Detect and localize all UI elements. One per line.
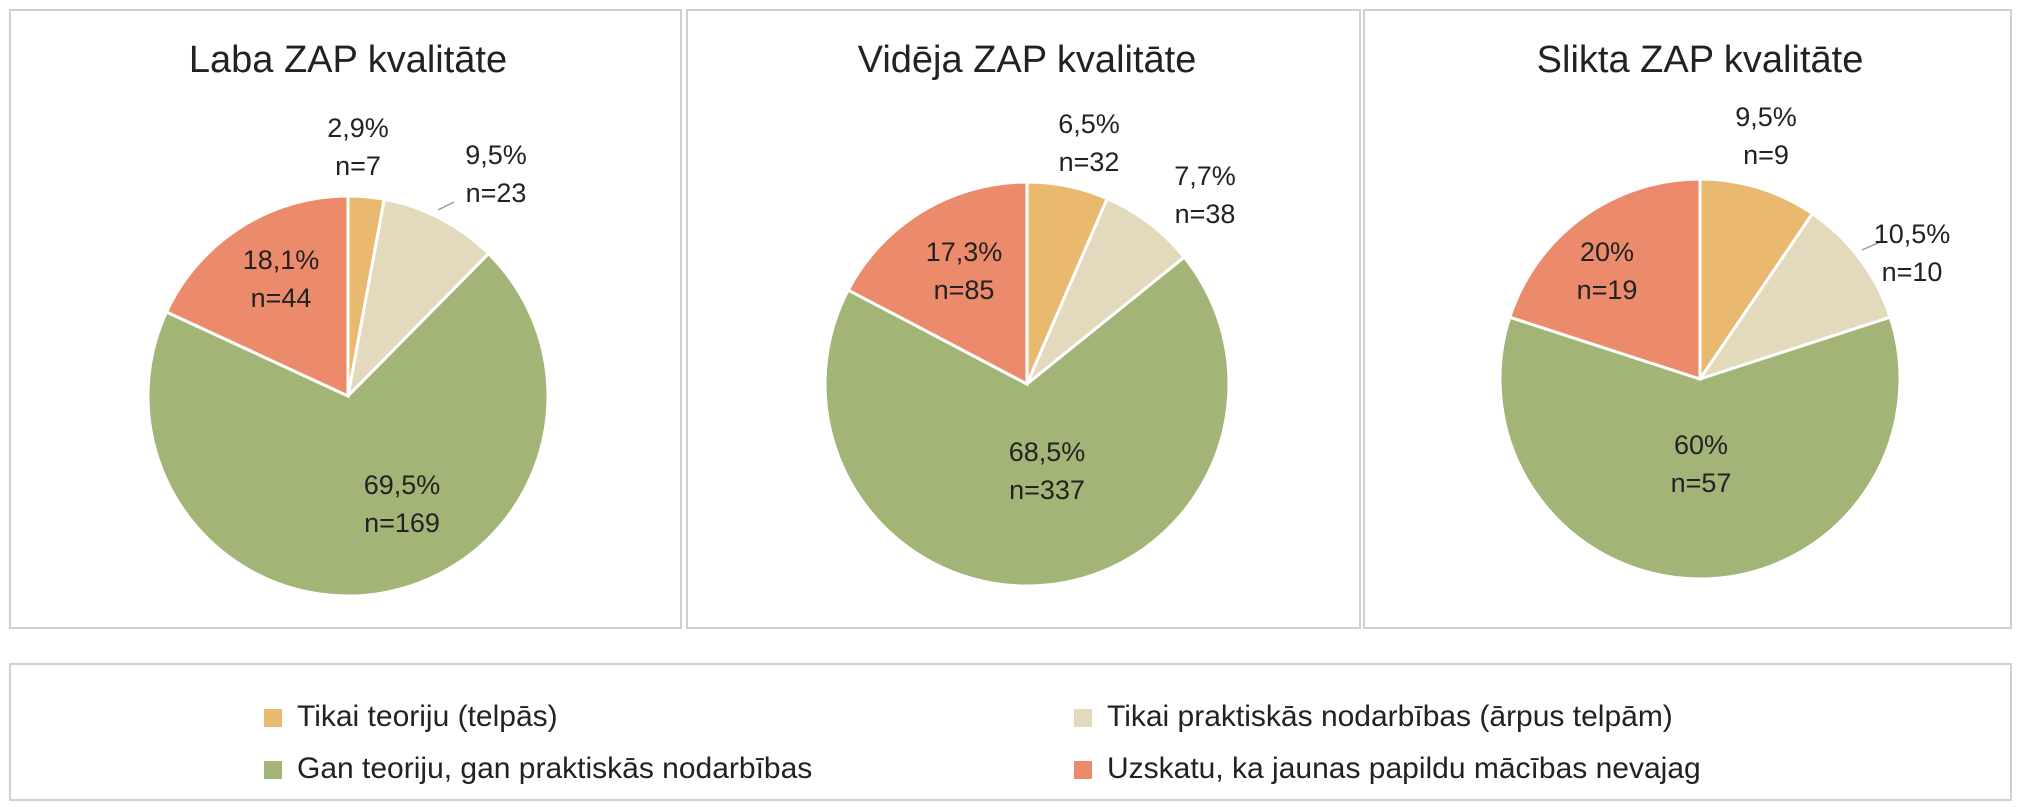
data-label: 6,5% [1058, 109, 1120, 139]
count-label: n=7 [335, 151, 381, 181]
pie-slice [1025, 196, 1187, 386]
data-label: 2,9% [327, 113, 389, 143]
data-label: 10,5% [1874, 219, 1951, 249]
count-label: n=85 [934, 275, 995, 305]
legend-label: Uzskatu, ka jaunas papildu mācības nevaj… [1107, 752, 1701, 785]
count-label: n=38 [1175, 199, 1236, 229]
legend-box [9, 663, 2012, 801]
count-label: n=10 [1882, 257, 1943, 287]
chart-title: Laba ZAP kvalitāte [189, 39, 507, 81]
data-label: 9,5% [465, 140, 527, 170]
data-label: 20% [1580, 237, 1634, 267]
legend-label: Tikai praktiskās nodarbības (ārpus telpā… [1107, 700, 1673, 733]
panel [1363, 9, 2012, 629]
pie-slice [1696, 211, 1893, 382]
pie-slice [1698, 177, 1815, 384]
count-label: n=337 [1009, 475, 1085, 505]
count-label: n=19 [1577, 275, 1638, 305]
panel [686, 9, 1361, 629]
count-label: n=23 [466, 178, 527, 208]
pie-slice [823, 255, 1231, 588]
count-label: n=9 [1743, 140, 1789, 170]
pie-slice [164, 194, 350, 399]
pie-slice [1498, 315, 1902, 581]
pie-slice [846, 180, 1029, 387]
data-label: 68,5% [1009, 437, 1086, 467]
legend-swatch [1074, 761, 1092, 779]
data-label: 7,7% [1174, 161, 1236, 191]
count-label: n=169 [364, 508, 440, 538]
leader-line [437, 201, 455, 211]
count-label: n=32 [1059, 147, 1120, 177]
pie-slice [1507, 177, 1702, 382]
panel [9, 9, 682, 629]
count-label: n=57 [1671, 468, 1732, 498]
pie-slice [146, 251, 550, 598]
data-label: 69,5% [364, 470, 441, 500]
leader-line [1861, 241, 1881, 251]
count-label: n=44 [251, 283, 312, 313]
data-label: 18,1% [243, 245, 320, 275]
data-label: 60% [1674, 430, 1728, 460]
pie-slice [345, 197, 491, 401]
data-label: 9,5% [1735, 102, 1797, 132]
chart-title: Slikta ZAP kvalitāte [1537, 39, 1864, 81]
legend-swatch [264, 709, 282, 727]
chart-title: Vidēja ZAP kvalitāte [858, 39, 1197, 81]
legend-swatch [1074, 709, 1092, 727]
legend-label: Tikai teoriju (telpās) [297, 700, 558, 733]
legend-label: Gan teoriju, gan praktiskās nodarbības [297, 752, 812, 785]
data-label: 17,3% [926, 237, 1003, 267]
legend-swatch [264, 761, 282, 779]
